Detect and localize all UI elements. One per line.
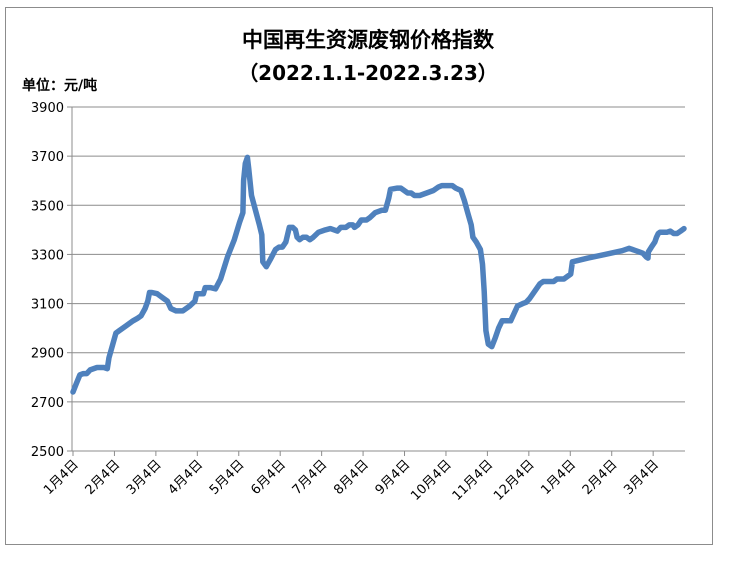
x-tick-label: 11月4日 <box>450 457 497 504</box>
x-tick-label: 2月4日 <box>580 457 621 498</box>
series-layer <box>70 154 687 395</box>
x-tick-label: 4月4日 <box>165 457 206 498</box>
y-tick-label: 2900 <box>31 347 64 362</box>
x-tick-label: 3月4日 <box>124 457 165 498</box>
x-tick-label: 12月4日 <box>491 457 538 504</box>
y-tick-label: 3700 <box>31 150 64 165</box>
y-tick-label: 3500 <box>31 199 64 214</box>
x-tick-label: 1月4日 <box>41 457 82 498</box>
chart-frame <box>5 7 713 545</box>
x-tick-label: 6月4日 <box>248 457 289 498</box>
axes <box>67 106 685 456</box>
x-tick-labels: 1月4日 2月4日 3月4日 4月4日 5月4日 6月4日 7月4日 8月4日 9月4日10月4… <box>41 457 662 504</box>
x-tick-label: 5月4日 <box>207 457 248 498</box>
y-tick-labels: 2500 2700 2900 3100 3300 3500 3700 3900 <box>31 101 64 460</box>
chart-subtitle: （2022.1.1-2022.3.23） <box>238 61 498 85</box>
gridlines <box>72 106 685 403</box>
x-tick-label: 10月4日 <box>408 457 455 504</box>
y-tick-label: 2500 <box>31 445 64 460</box>
chart-title: 中国再生资源废钢价格指数 <box>242 28 494 52</box>
x-tick-label: 7月4日 <box>290 457 331 498</box>
x-tick-label: 8月4日 <box>331 457 372 498</box>
x-tick-label: 9月4日 <box>373 457 414 498</box>
y-tick-label: 2700 <box>31 396 64 411</box>
y-tick-label: 3300 <box>31 248 64 263</box>
x-tick-label: 2月4日 <box>83 457 124 498</box>
unit-label: 单位：元/吨 <box>22 78 98 94</box>
series-line <box>70 154 687 395</box>
x-tick-label: 1月4日 <box>538 457 579 498</box>
y-tick-label: 3900 <box>31 101 64 116</box>
x-tick-label: 3月4日 <box>621 457 662 498</box>
y-tick-label: 3100 <box>31 298 64 313</box>
